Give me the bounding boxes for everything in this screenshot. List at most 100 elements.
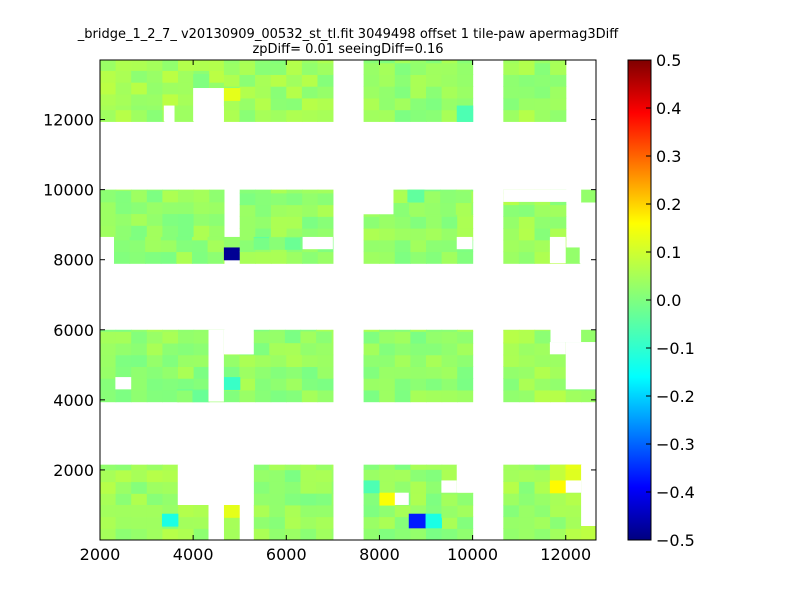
heatmap-cell (441, 516, 458, 529)
heatmap-cell (100, 189, 117, 191)
heatmap-cell (441, 62, 458, 75)
heatmap-cell (379, 228, 396, 241)
heatmap-cell (207, 236, 224, 241)
heatmap-cell (363, 480, 380, 494)
heatmap-cell (192, 389, 209, 403)
heatmap-cell (426, 354, 443, 367)
heatmap-cell (393, 202, 410, 215)
heatmap-cell (239, 389, 256, 403)
heatmap-cell (131, 331, 148, 344)
heatmap-cell (317, 389, 334, 403)
heatmap-cell (379, 504, 396, 518)
empty-cell (115, 377, 132, 390)
heatmap-cell (534, 204, 551, 217)
heatmap-cell (239, 228, 256, 241)
heatmap-cell (455, 190, 473, 204)
heatmap-cell (457, 60, 474, 64)
heatmap-cell (284, 329, 302, 332)
heatmap-cell (239, 251, 256, 264)
heatmap-cell (284, 469, 302, 482)
heatmap-cell (426, 228, 443, 241)
heatmap-cell (363, 86, 380, 99)
heatmap-cell (518, 528, 536, 540)
heatmap-cell (255, 389, 272, 403)
heatmap-cell (286, 204, 303, 217)
chart-subtitle: zpDiff= 0.01 seeingDiff=0.16 (252, 42, 443, 57)
heatmap-cell (518, 216, 536, 229)
heatmap-cell (440, 190, 457, 204)
heatmap-cell (115, 389, 132, 403)
heatmap-cell (394, 354, 412, 367)
heatmap-cell (549, 464, 567, 470)
heatmap-cell (426, 60, 443, 64)
heatmap-cell (410, 469, 427, 482)
empty-cell (363, 189, 394, 215)
empty-cell (239, 464, 254, 540)
heatmap-cell (534, 493, 551, 506)
heatmap-cell (255, 251, 272, 264)
heatmap-cell (146, 528, 164, 540)
heatmap-cell (115, 82, 132, 95)
empty-cell (549, 342, 566, 355)
heatmap-cell (253, 464, 270, 471)
heatmap-cell (457, 516, 474, 529)
heatmap-cell (426, 378, 443, 391)
heatmap-cell (178, 60, 195, 71)
heatmap-cell (191, 251, 209, 264)
heatmap-cell (518, 62, 536, 75)
heatmap-cell (316, 464, 333, 471)
heatmap-cell (534, 330, 551, 343)
heatmap-cell (503, 62, 520, 75)
heatmap-cell (410, 331, 427, 344)
heatmap-cell (115, 504, 132, 518)
heatmap-cell (286, 189, 303, 194)
heatmap-cell (223, 366, 241, 379)
heatmap-cell (255, 378, 272, 391)
heatmap-cell (270, 366, 287, 379)
heatmap-cell (286, 97, 303, 111)
heatmap-cell (193, 201, 210, 215)
heatmap-cell (503, 330, 520, 343)
heatmap-cell (160, 239, 177, 253)
heatmap-cell (176, 251, 193, 264)
heatmap-cell (503, 354, 520, 367)
heatmap-cell (301, 74, 319, 87)
heatmap-cell (457, 342, 474, 356)
heatmap-cell (162, 189, 179, 191)
heatmap-cell (223, 239, 225, 253)
heatmap-cell (503, 464, 520, 471)
heatmap-cell (317, 366, 334, 379)
heatmap-cell (269, 504, 286, 518)
heatmap-cell (363, 228, 380, 241)
heatmap-cell (146, 201, 164, 215)
heatmap-cell (178, 528, 195, 540)
heatmap-cell (269, 481, 286, 494)
heatmap-cell (503, 74, 520, 87)
heatmap-cell (100, 70, 117, 83)
heatmap-cell (239, 109, 256, 122)
heatmap-cell (176, 236, 193, 241)
heatmap-cell (331, 528, 334, 540)
heatmap-cell (471, 189, 474, 192)
heatmap-cell (300, 237, 304, 250)
heatmap-cell (581, 525, 596, 540)
heatmap-cell (503, 109, 520, 122)
heatmap-cell (176, 389, 194, 403)
heatmap-cell (178, 213, 195, 226)
heatmap-cell (317, 97, 334, 111)
heatmap-cell (146, 213, 164, 226)
empty-cell (394, 492, 409, 505)
heatmap-cell (286, 192, 303, 206)
heatmap-cell (223, 236, 241, 249)
heatmap-cell (518, 109, 536, 122)
heatmap-cell (270, 204, 288, 217)
heatmap-cell (115, 225, 132, 238)
heatmap-cell (269, 342, 286, 355)
heatmap-cell (394, 528, 412, 540)
heatmap-cell (255, 109, 272, 122)
heatmap-cell (131, 464, 148, 471)
heatmap-cell (410, 109, 427, 122)
heatmap-cell (100, 354, 117, 367)
heatmap-cell (162, 82, 179, 95)
